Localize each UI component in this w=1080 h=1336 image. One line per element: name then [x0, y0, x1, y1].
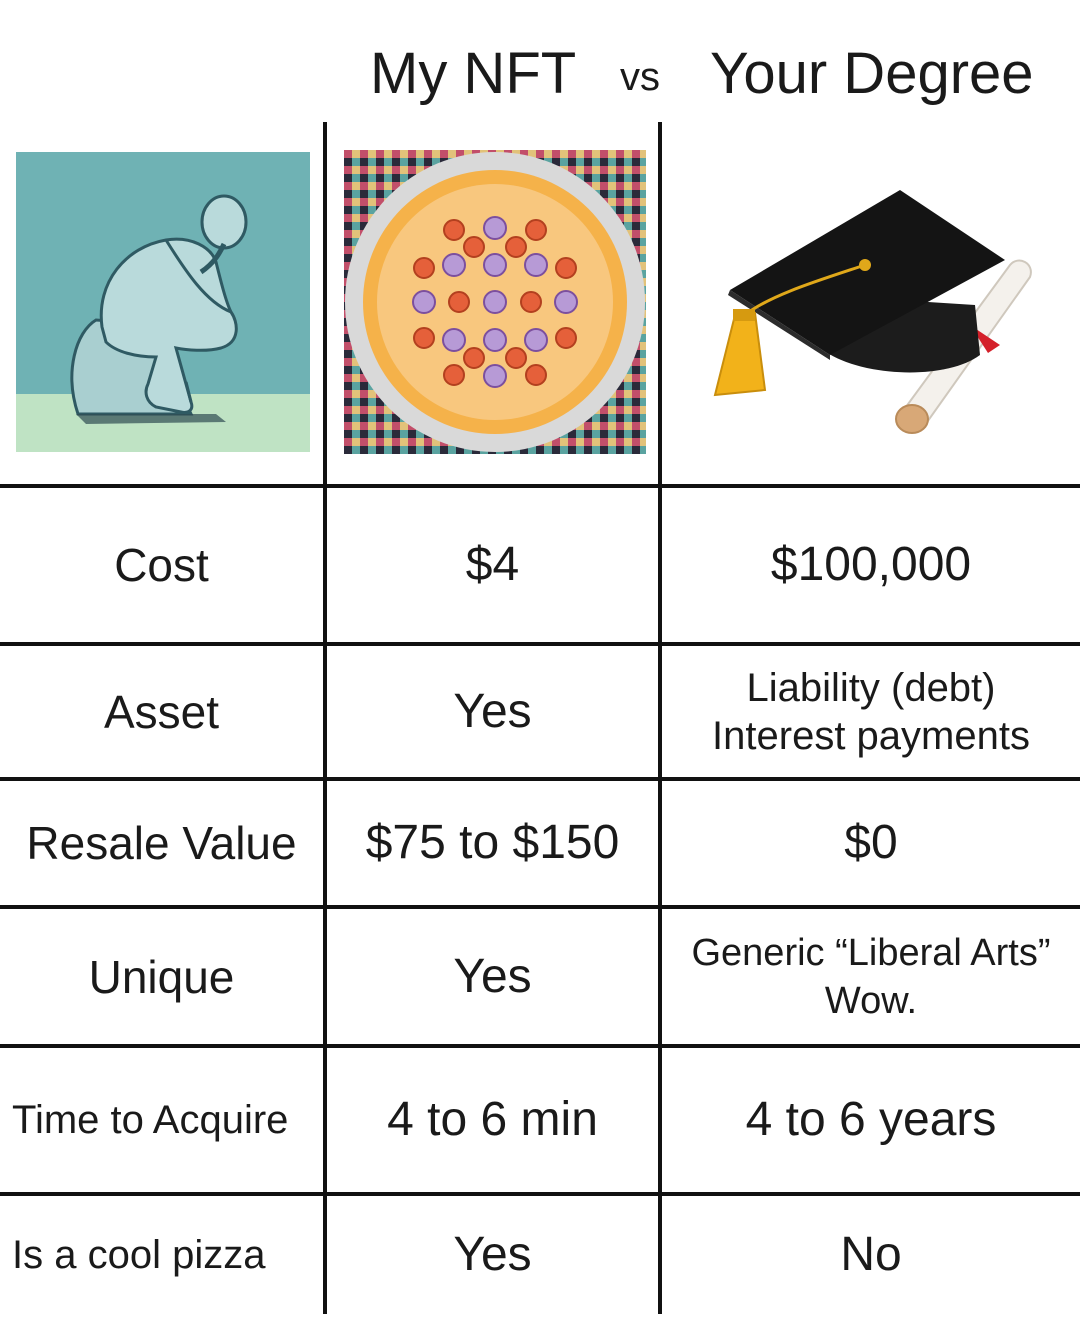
degree-cool-pizza: No — [662, 1196, 1080, 1314]
graduation-cap-image — [713, 190, 1032, 434]
row-divider-1 — [0, 484, 1080, 488]
row-label-time-to-acquire: Time to Acquire — [12, 1098, 289, 1142]
nft-resale-value: $75 to $150 — [365, 816, 620, 869]
degree-unique: Generic “Liberal Arts” Wow. — [662, 909, 1080, 1044]
row-divider-3 — [0, 777, 1080, 781]
row-label-resale-value: Resale Value — [26, 817, 297, 869]
title-my-nft: My NFT — [370, 41, 577, 106]
pizza-nft-image — [344, 150, 646, 454]
row-divider-4 — [0, 905, 1080, 909]
row-label-unique: Unique — [88, 950, 235, 1003]
degree-unique-line1: Generic “Liberal Arts” — [691, 931, 1051, 974]
nft-cost: $4 — [465, 538, 520, 591]
degree-asset: Liability (debt) Interest payments — [662, 646, 1080, 777]
row-divider-5 — [0, 1044, 1080, 1048]
degree-unique-line2: Wow. — [824, 979, 918, 1022]
degree-time-line1: 4 to 6 years — [745, 1093, 997, 1146]
row-divider-6 — [0, 1192, 1080, 1196]
nft-cool-pizza: Yes — [453, 1228, 532, 1281]
title-vs: vs — [620, 55, 660, 99]
title-your-degree: Your Degree — [710, 41, 1034, 106]
nft-asset: Yes — [453, 684, 532, 738]
thinker-statue-image — [16, 152, 310, 452]
row-label-cost: Cost — [114, 539, 209, 591]
row-divider-2 — [0, 642, 1080, 646]
degree-resale-line1: $0 — [844, 816, 898, 869]
degree-cost-line1: $100,000 — [770, 538, 972, 591]
nft-unique: Yes — [453, 949, 532, 1003]
column-divider-2 — [658, 122, 662, 1314]
row-label-asset: Asset — [103, 685, 220, 738]
degree-resale-value: $0 — [662, 781, 1080, 905]
nft-time-to-acquire: 4 to 6 min — [387, 1093, 598, 1146]
degree-asset-line2: Interest payments — [712, 713, 1030, 758]
degree-asset-line1: Liability (debt) — [746, 665, 996, 710]
column-divider-1 — [323, 122, 327, 1314]
row-label-cool-pizza: Is a cool pizza — [12, 1233, 266, 1277]
degree-pizza-line1: No — [840, 1228, 902, 1281]
degree-time-to-acquire: 4 to 6 years — [662, 1048, 1080, 1192]
degree-cost: $100,000 — [662, 488, 1080, 642]
